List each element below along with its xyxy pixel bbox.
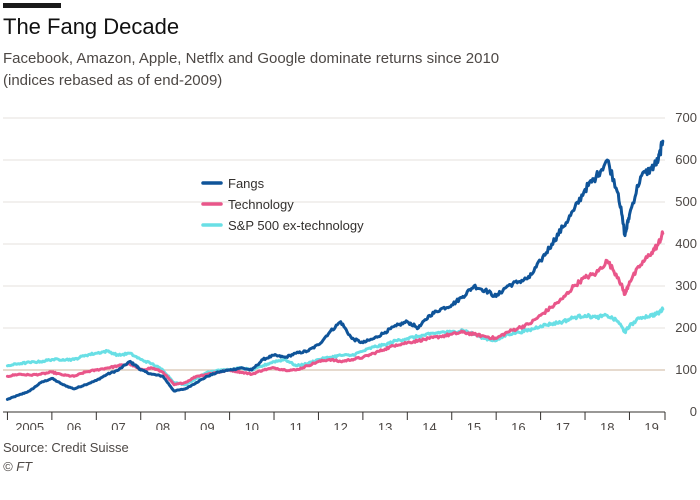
line-chart: 2005 06 07 08 09 10 11 12 13 14 15 16 17 18 19 0 100 200… (3, 110, 697, 430)
source-note: Source: Credit Suisse (3, 440, 129, 455)
y-tick-label-400: 400 (675, 236, 697, 251)
x-tick-label-10: 10 (245, 420, 259, 430)
x-tick-label-13: 13 (378, 420, 392, 430)
y-tick-label-700: 700 (675, 110, 697, 125)
y-axis-labels: 0 100 200 300 400 500 600 700 (675, 110, 697, 419)
top-accent-bar (3, 3, 61, 8)
y-tick-label-200: 200 (675, 320, 697, 335)
legend-label-s-p-500-ex-technology: S&P 500 ex-technology (228, 218, 364, 233)
x-axis: 2005 06 07 08 09 10 11 12 13 14 15 16 17 18 19 (3, 411, 666, 430)
x-tick-label-15: 15 (467, 420, 481, 430)
chart-subtitle: Facebook, Amazon, Apple, Netflx and Goog… (3, 48, 693, 92)
series-line-technology (5, 230, 665, 387)
x-tick-label-12: 12 (333, 420, 347, 430)
legend: Fangs Technology S&P 500 ex-technology (201, 176, 364, 233)
series-line-s-p-500-ex-technology (5, 306, 665, 387)
x-tick-label-19: 19 (644, 420, 658, 430)
x-tick-label-08: 08 (156, 420, 170, 430)
x-tick-label-18: 18 (600, 420, 614, 430)
y-tick-label-0: 0 (690, 404, 697, 419)
legend-label-fangs: Fangs (228, 176, 265, 191)
series-lines (5, 139, 665, 401)
subtitle-line-2: (indices rebased as of end-2009) (3, 72, 223, 89)
gridlines (3, 117, 665, 329)
legend-label-technology: Technology (228, 197, 294, 212)
ft-credit: © FT (3, 459, 33, 474)
x-tick-label-14: 14 (422, 420, 436, 430)
x-tick-label-06: 06 (67, 420, 81, 430)
subtitle-line-1: Facebook, Amazon, Apple, Netflx and Goog… (3, 50, 500, 67)
y-tick-label-100: 100 (675, 362, 697, 377)
x-tick-label-07: 07 (111, 420, 125, 430)
x-tick-label-2005: 2005 (15, 420, 44, 430)
y-tick-label-300: 300 (675, 278, 697, 293)
y-tick-label-600: 600 (675, 152, 697, 167)
x-tick-label-09: 09 (200, 420, 214, 430)
x-tick-label-16: 16 (511, 420, 525, 430)
chart-title: The Fang Decade (3, 14, 180, 39)
series-line-fangs (5, 139, 665, 401)
x-tick-label-11: 11 (289, 420, 303, 430)
x-tick-label-17: 17 (556, 420, 570, 430)
y-tick-label-500: 500 (675, 194, 697, 209)
